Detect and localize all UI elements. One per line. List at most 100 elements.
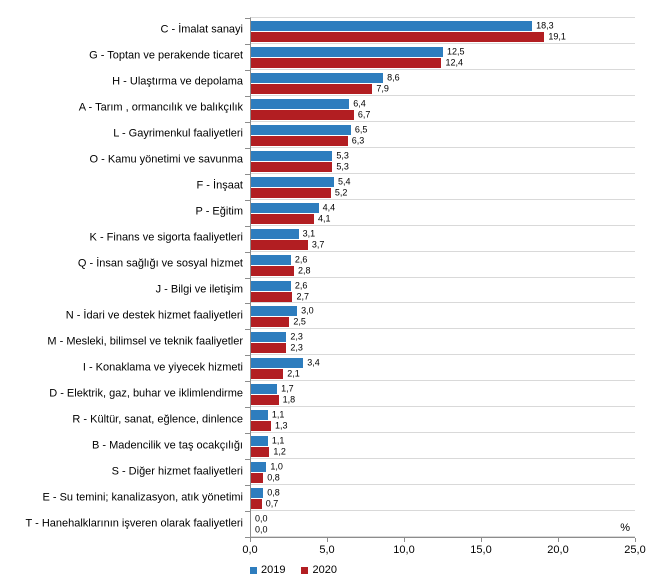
category-row: J - Bilgi ve iletişim 2,6 2,7 [156, 278, 635, 304]
category-label: P - Eğitim [195, 205, 243, 218]
legend-swatch-icon [301, 566, 309, 574]
category-axis-tick [245, 355, 250, 357]
category-label: G - Toptan ve perakende ticaret [89, 49, 243, 62]
category-label: I - Konaklama ve yiyecek hizmeti [82, 361, 243, 374]
bar-2020: 0,8 [251, 473, 280, 484]
category-row: A - Tarım , ormancılık ve balıkçılık 6,4 6… [79, 96, 635, 122]
category-axis-tick [245, 173, 250, 175]
value-label-2019: 5,4 [337, 176, 351, 187]
category-axis-tick [245, 121, 250, 123]
value-label-2020: 3,7 [311, 239, 325, 250]
bar-2020: 2,1 [251, 369, 300, 380]
bar-2020: 2,3 [251, 343, 303, 354]
bar-2020: 2,5 [251, 317, 306, 328]
value-label-2020: 7,9 [376, 83, 389, 94]
value-label-2019: 2,6 [294, 254, 308, 265]
value-label-2020: 2,5 [293, 316, 306, 327]
bar-2020: 0,7 [251, 499, 278, 510]
value-label-2019: 1,7 [281, 383, 294, 394]
bar-2020: 4,1 [251, 213, 330, 224]
bar-2019: 1,1 [251, 410, 284, 421]
x-axis-tick [635, 538, 636, 542]
category-label: N - İdari ve destek hizmet faaliyetleri [65, 309, 243, 322]
x-axis-tick [558, 538, 559, 542]
value-label-2019: 8,6 [387, 72, 400, 83]
x-axis-tick-label: 10,0 [393, 544, 415, 556]
value-label-2020: 0,8 [267, 472, 280, 483]
value-label-2019: 18,3 [536, 20, 554, 31]
category-axis-tick [245, 277, 250, 279]
legend: 2019 2020 [250, 564, 337, 576]
category-row: F - İnşaat 5,4 5,2 [197, 174, 635, 200]
bar-2019: 5,3 [251, 150, 349, 161]
category-row: M - Mesleki, bilimsel ve teknik faaliyet… [47, 329, 635, 356]
value-label-2019: 0,0 [255, 513, 268, 524]
category-axis-tick [245, 537, 250, 538]
category-label: A - Tarım , ormancılık ve balıkçılık [78, 101, 243, 114]
category-axis-tick [245, 511, 250, 513]
value-label-2020: 12,4 [445, 57, 463, 68]
category-axis-tick [245, 43, 250, 45]
bar-2020: 3,7 [251, 239, 324, 250]
value-label-2019: 5,3 [336, 150, 349, 161]
value-label-2020: 2,8 [298, 265, 311, 276]
category-label: O - Kamu yönetimi ve savunma [89, 153, 243, 166]
bar-2019: 2,6 [251, 254, 307, 265]
bar-2019: 0,8 [251, 488, 280, 499]
category-axis-tick [245, 69, 250, 71]
category-axis-tick [245, 18, 250, 19]
category-row: E - Su temini; kanalizasyon, atık yöneti… [42, 485, 635, 512]
bar-2019: 5,4 [251, 176, 350, 187]
value-label-2020: 0,0 [255, 524, 268, 535]
legend-swatch-icon [250, 566, 257, 574]
x-axis-tick-label: 20,0 [547, 544, 569, 556]
category-label: R - Kültür, sanat, eğlence, dinlence [72, 413, 243, 426]
value-label-2019: 1,1 [271, 409, 285, 420]
value-label-2020: 1,8 [282, 394, 296, 405]
category-row: C - İmalat sanayi 18,3 19,1 [160, 18, 635, 44]
value-label-2020: 2,3 [290, 342, 303, 353]
value-label-2019: 3,1 [302, 228, 316, 239]
category-label: K - Finans ve sigorta faaliyetleri [89, 231, 243, 244]
category-row: D - Elektrik, gaz, buhar ve iklimlendirm… [49, 381, 635, 408]
category-row: H - Ulaştırma ve depolama 8,6 7,9 [112, 70, 635, 96]
bar-2019: 3,0 [251, 306, 314, 317]
category-axis-tick [245, 251, 250, 253]
category-label: H - Ulaştırma ve depolama [112, 75, 243, 88]
value-label-2019: 1,1 [271, 435, 285, 446]
category-label: B - Madencilik ve taş ocakçılığı [91, 439, 243, 452]
category-axis-tick [245, 329, 250, 331]
value-label-2020: 4,1 [317, 213, 331, 224]
category-label: E - Su temini; kanalizasyon, atık yöneti… [42, 491, 243, 504]
x-axis-tick [250, 538, 251, 542]
bar-2020: 2,8 [251, 265, 311, 276]
category-row: Q - İnsan sağlığı ve sosyal hizmet 2,6 2,8 [78, 252, 635, 278]
category-axis-tick [245, 381, 250, 383]
category-row: O - Kamu yönetimi ve savunma 5,3 5,3 [90, 148, 635, 174]
category-label: L - Gayrimenkul faaliyetleri [113, 127, 243, 140]
bar-2020: 1,8 [251, 395, 295, 406]
value-label-2020: 2,7 [296, 291, 309, 302]
x-axis-tick [481, 538, 482, 542]
bar-2019: 3,1 [251, 228, 315, 239]
value-label-2020: 0,7 [265, 498, 279, 509]
value-label-2020: 6,7 [357, 109, 371, 120]
x-axis-tick-label: 5,0 [319, 544, 335, 556]
bar-2019: 6,4 [251, 98, 366, 109]
bar-2020: 12,4 [251, 57, 463, 68]
bar-2019: 3,4 [251, 358, 320, 369]
legend-label: 2019 [261, 564, 286, 576]
category-axis-tick [245, 303, 250, 305]
category-label: S - Diğer hizmet faaliyetleri [111, 465, 243, 478]
x-axis-tick-label: 25,0 [624, 544, 646, 556]
category-axis-tick [245, 147, 250, 149]
value-label-2019: 12,5 [447, 46, 465, 57]
category-axis-tick [245, 485, 250, 487]
value-label-2020: 1,3 [274, 420, 288, 431]
value-label-2019: 6,4 [353, 98, 366, 109]
category-row: B - Madencilik ve taş ocakçılığı 1,1 1,2 [92, 433, 635, 460]
category-axis-tick [245, 225, 250, 227]
value-label-2020: 19,1 [548, 31, 566, 42]
value-label-2019: 4,4 [322, 202, 336, 213]
category-row: R - Kültür, sanat, eğlence, dinlence 1,1 1… [72, 407, 635, 434]
